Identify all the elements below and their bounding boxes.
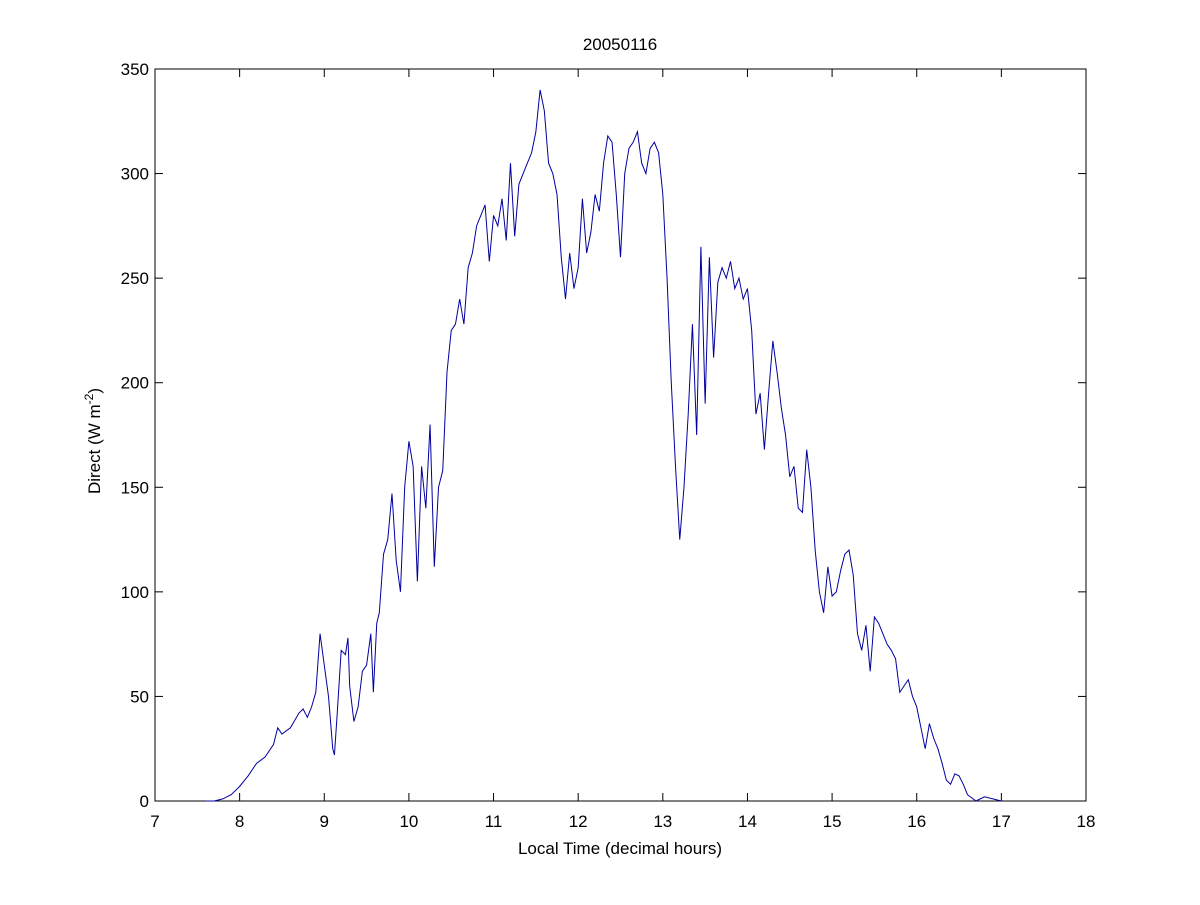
x-tick-label: 17 — [992, 812, 1011, 831]
x-tick-label: 9 — [320, 812, 329, 831]
data-line — [205, 89, 1002, 802]
chart-title: 20050116 — [583, 35, 657, 54]
y-tick-label: 300 — [121, 165, 149, 184]
x-tick-label: 13 — [653, 812, 672, 831]
plot-frame — [154, 68, 1087, 802]
y-label-text: Direct (W m — [85, 404, 104, 494]
x-tick-label: 7 — [150, 812, 159, 831]
y-axis-label: Direct (W m-2) — [82, 388, 104, 494]
y-tick-label: 150 — [121, 478, 149, 497]
y-tick-label: 350 — [121, 60, 149, 79]
y-label-text: ) — [85, 388, 104, 394]
x-tick-label: 12 — [569, 812, 588, 831]
y-label-superscript: -2 — [82, 393, 96, 404]
x-tick-label: 16 — [907, 812, 926, 831]
y-tick-label: 100 — [121, 583, 149, 602]
x-tick-label: 15 — [823, 812, 842, 831]
y-tick-label: 0 — [140, 792, 149, 811]
y-tick-label: 250 — [121, 269, 149, 288]
x-tick-label: 11 — [485, 812, 503, 831]
y-tick-label: 200 — [121, 374, 149, 393]
x-tick-label: 14 — [738, 812, 757, 831]
x-tick-label: 8 — [235, 812, 244, 831]
y-tick-label: 50 — [130, 687, 149, 706]
x-axis-label: Local Time (decimal hours) — [518, 839, 722, 858]
x-tick-label: 18 — [1077, 812, 1096, 831]
x-tick-label: 10 — [399, 812, 418, 831]
